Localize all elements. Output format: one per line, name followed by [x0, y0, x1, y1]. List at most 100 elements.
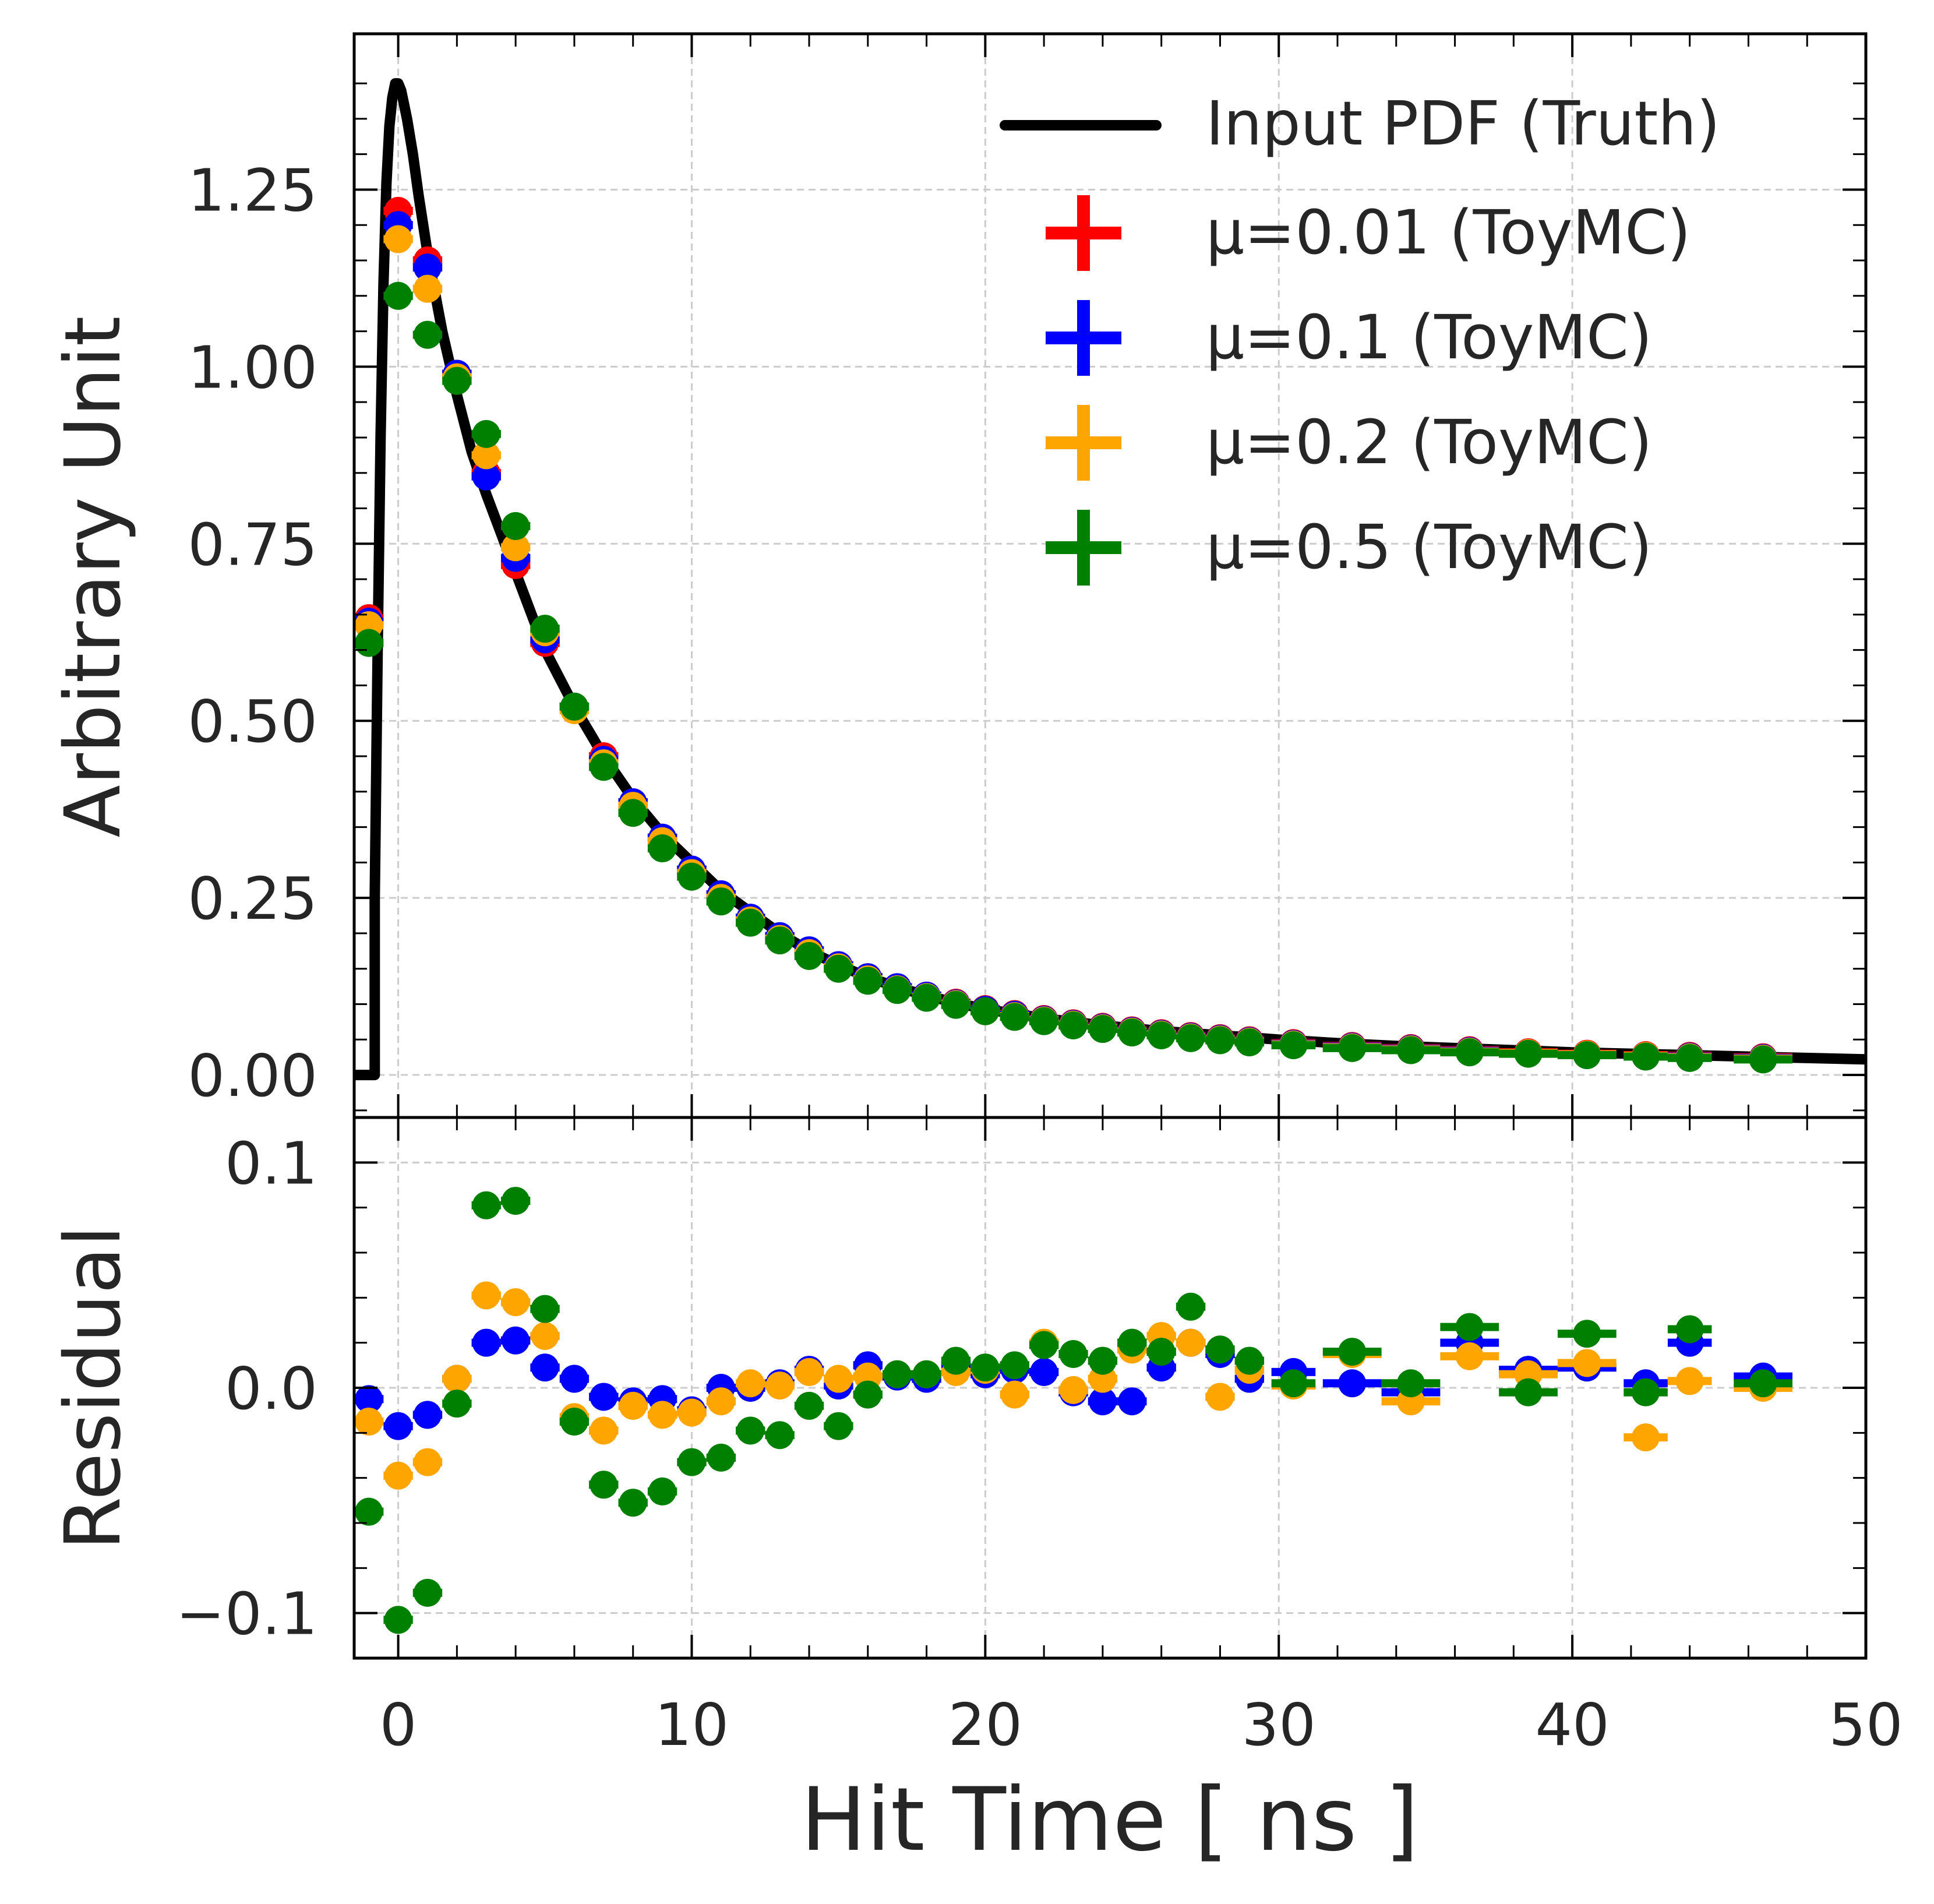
residual-point: [1573, 1349, 1601, 1377]
main-point: [971, 997, 1000, 1025]
main-point: [355, 629, 383, 657]
main-point: [824, 954, 853, 983]
main-point: [1147, 1021, 1176, 1049]
main-point: [1206, 1026, 1234, 1055]
main-y-tick-label: 0.50: [188, 687, 317, 756]
main-point: [912, 983, 941, 1012]
x-tick-label: 30: [1242, 1691, 1316, 1759]
main-y-tick-label: 1.25: [188, 156, 317, 224]
residual-point: [443, 1390, 471, 1418]
residual-point: [1030, 1358, 1058, 1386]
main-plot: 0.00 0.25 0.50 0.75 1.00 1.25 Arbitrary Unit: [48, 32, 1868, 1119]
main-point: [619, 799, 647, 827]
residual-point: [707, 1387, 735, 1416]
residual-y-tick-label: −0.1: [176, 1580, 317, 1648]
legend-label-mu01: μ=0.1 (ToyMC): [1206, 302, 1652, 373]
residual-point: [531, 1353, 559, 1382]
main-y-tick-label: 0.00: [188, 1042, 317, 1110]
x-axis-label: Hit Time [ ns ]: [800, 1769, 1418, 1871]
residual-point: [736, 1416, 765, 1445]
residual-point: [1338, 1338, 1367, 1366]
residual-point: [1279, 1369, 1308, 1398]
residual-point: [472, 1328, 500, 1357]
main-ticks: 0.00 0.25 0.50 0.75 1.00 1.25: [188, 82, 1866, 1112]
main-point: [1059, 1011, 1088, 1039]
residual-point: [824, 1364, 853, 1393]
main-y-tick-label: 0.25: [188, 865, 317, 933]
residual-point: [941, 1346, 970, 1375]
residual-point: [1338, 1369, 1367, 1398]
residual-point: [472, 1191, 500, 1219]
residual-point: [648, 1401, 677, 1429]
main-point: [531, 615, 559, 643]
residual-point: [619, 1391, 647, 1420]
residual-point: [1749, 1369, 1777, 1398]
main-point: [472, 419, 500, 448]
main-point: [413, 253, 442, 282]
residual-point: [736, 1369, 765, 1398]
x-tick-label: 20: [948, 1691, 1022, 1759]
residual-point: [1206, 1335, 1234, 1364]
residual-point: [1088, 1387, 1117, 1416]
residual-point: [1118, 1387, 1146, 1416]
residual-plot-frame: [352, 1116, 1868, 1660]
main-point: [1000, 1003, 1029, 1031]
residual-y-tick-label: 0.1: [225, 1129, 317, 1197]
main-point: [590, 753, 618, 781]
main-point: [1675, 1043, 1704, 1072]
residual-point: [1573, 1320, 1601, 1348]
residual-point: [590, 1383, 618, 1411]
residual-ticks: 0 10 20 30 40 50 −0.1 0.0 0.1: [176, 34, 1903, 1759]
residual-point: [1118, 1328, 1146, 1357]
main-point: [472, 462, 500, 491]
main-point: [941, 990, 970, 1019]
residual-y-axis-label: Residual: [48, 1225, 138, 1550]
main-point: [1749, 1045, 1777, 1074]
main-point: [1338, 1034, 1367, 1062]
residual-point: [1059, 1376, 1088, 1404]
residual-y-tick-label: 0.0: [225, 1355, 317, 1423]
legend-swatch-mu01: [1046, 300, 1121, 376]
residual-point: [560, 1408, 588, 1436]
main-point: [853, 967, 882, 995]
main-point: [413, 274, 442, 303]
legend-label-mu05: μ=0.5 (ToyMC): [1206, 512, 1652, 583]
residual-series-0.5ToyMC: [354, 1187, 1793, 1634]
residual-point: [355, 1497, 383, 1526]
residual-point: [1235, 1346, 1264, 1375]
residual-point: [1177, 1328, 1205, 1357]
residual-point: [355, 1408, 383, 1436]
main-point: [1235, 1028, 1264, 1057]
residual-point: [853, 1380, 882, 1409]
main-point: [502, 533, 530, 562]
legend-swatch-mu001: [1046, 195, 1121, 271]
residual-point: [765, 1421, 794, 1450]
residual-point: [1632, 1378, 1660, 1406]
x-tick-label: 10: [655, 1691, 729, 1759]
residual-point: [1059, 1340, 1088, 1368]
main-point: [1279, 1031, 1308, 1059]
main-point: [1396, 1036, 1425, 1064]
residual-point: [590, 1471, 618, 1499]
residual-point: [971, 1353, 1000, 1382]
main-point: [1177, 1024, 1205, 1052]
residual-point: [619, 1489, 647, 1517]
legend-label-mu001: μ=0.01 (ToyMC): [1206, 197, 1691, 268]
main-point: [1573, 1041, 1601, 1070]
residual-point: [355, 1385, 383, 1413]
residual-point: [1632, 1423, 1660, 1452]
residual-point: [590, 1416, 618, 1445]
residual-point: [472, 1281, 500, 1310]
residual-point: [443, 1364, 471, 1393]
main-point: [443, 366, 471, 395]
x-tick-label: 40: [1535, 1691, 1609, 1759]
main-y-tick-label: 0.75: [188, 510, 317, 579]
residual-points-layer: [354, 1187, 1793, 1634]
residual-point: [384, 1412, 412, 1440]
residual-point: [824, 1412, 853, 1440]
residual-point: [677, 1448, 706, 1476]
residual-point: [1000, 1351, 1029, 1380]
main-point: [1030, 1007, 1058, 1035]
main-point: [1118, 1018, 1146, 1047]
